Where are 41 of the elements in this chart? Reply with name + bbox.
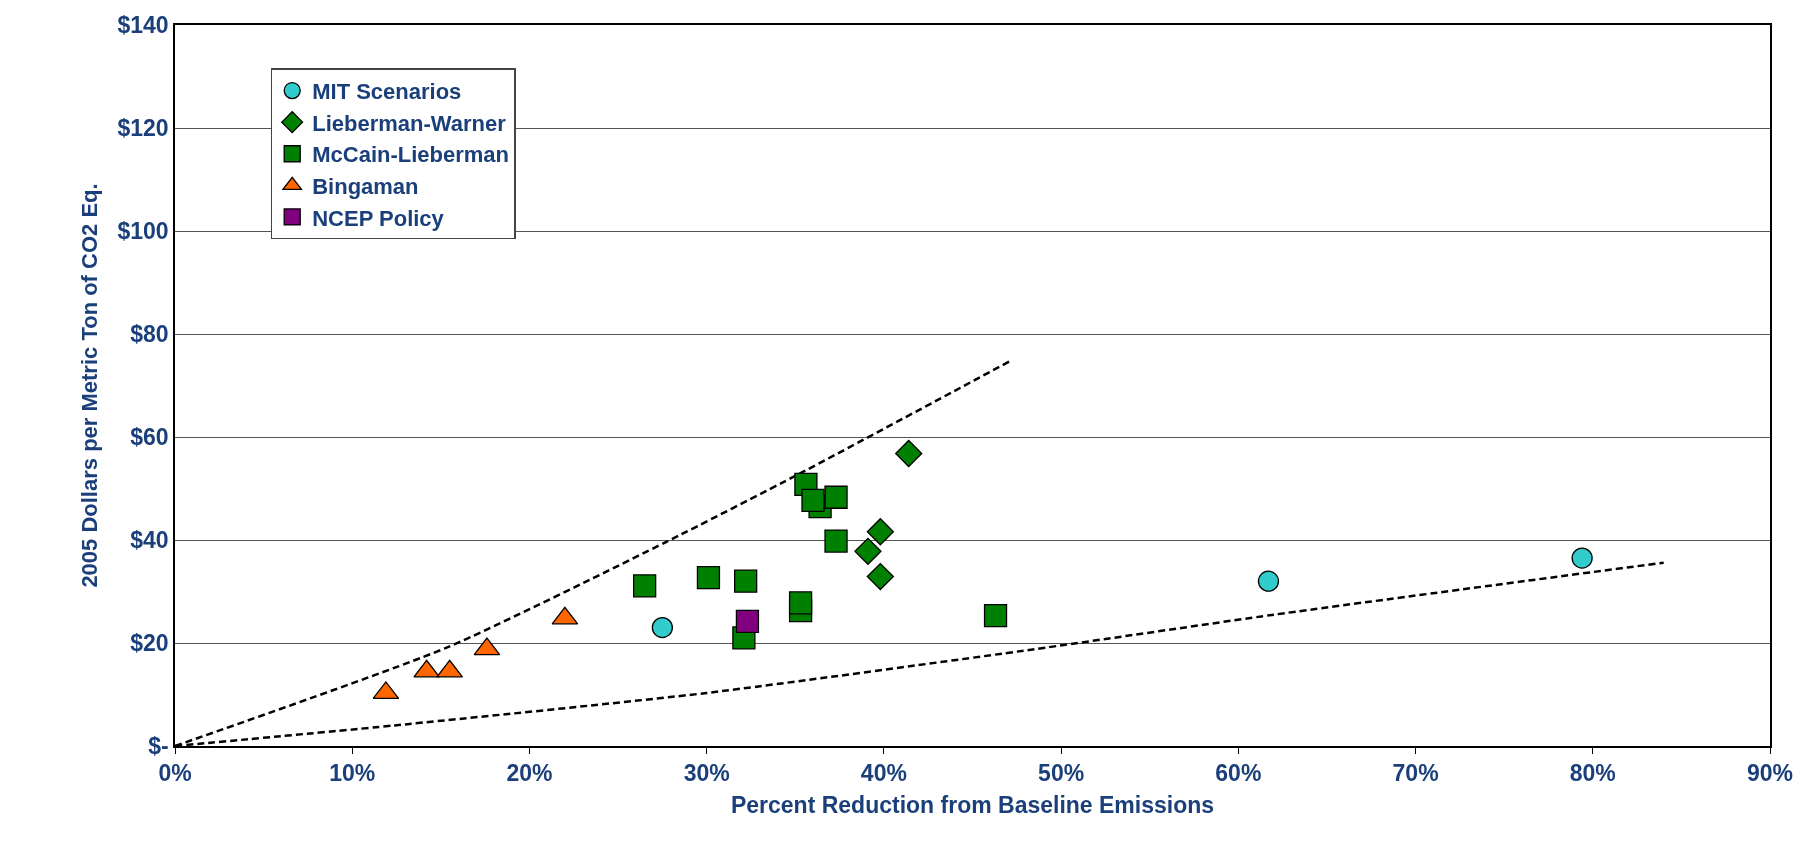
point	[866, 562, 894, 591]
point	[788, 591, 813, 615]
x-tick-label: 20%	[506, 760, 553, 787]
x-tick-label: 50%	[1038, 760, 1085, 787]
x-tick-label: 90%	[1746, 760, 1794, 787]
y-axis-title: 2005 Dollars per Metric Ton of CO2 Eq.	[76, 183, 102, 588]
point	[801, 488, 825, 512]
y-tick-label: $20	[130, 630, 169, 657]
point	[983, 604, 1008, 628]
x-axis-title: Percent Reduction from Baseline Emissions	[730, 792, 1215, 819]
point	[866, 518, 894, 546]
x-tick-label: 70%	[1392, 760, 1439, 787]
point	[632, 574, 657, 598]
y-tick-label: $100	[117, 218, 169, 245]
point	[824, 529, 848, 553]
x-tick-label: 40%	[860, 760, 907, 787]
legend-label: Bingaman	[312, 173, 419, 199]
point	[854, 537, 882, 565]
point	[895, 439, 923, 468]
point	[734, 569, 758, 593]
y-tick-label: $80	[130, 321, 169, 348]
legend-label: McCain-Lieberman	[312, 142, 510, 168]
legend-label: MIT Scenarios	[312, 79, 462, 105]
y-tick-label: $120	[117, 115, 169, 142]
point	[696, 565, 721, 590]
point	[1257, 570, 1280, 592]
x-tick-label: 10%	[329, 760, 376, 787]
point	[735, 609, 760, 634]
legend-label: NCEP Policy	[312, 205, 445, 231]
x-tick-label: 0%	[158, 760, 192, 787]
point	[1571, 547, 1593, 569]
y-tick-label: $40	[130, 527, 169, 554]
x-tick-label: 80%	[1569, 760, 1616, 787]
y-tick-label: $60	[130, 424, 169, 451]
legend-label: Lieberman-Warner	[312, 110, 507, 136]
x-tick-label: 30%	[683, 760, 730, 787]
y-tick-label: $140	[117, 12, 169, 39]
x-tick-label: 60%	[1215, 760, 1262, 787]
point	[824, 485, 848, 509]
y-tick-label: $-	[148, 733, 169, 760]
point	[651, 616, 674, 639]
